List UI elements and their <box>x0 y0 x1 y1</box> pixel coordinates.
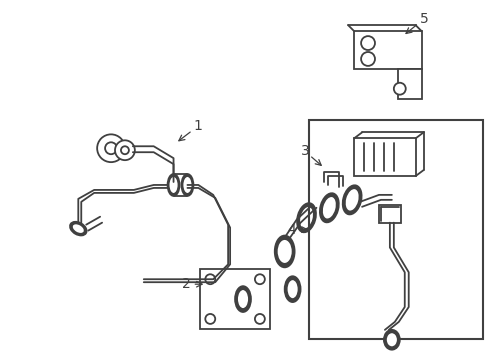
Ellipse shape <box>299 206 313 229</box>
Ellipse shape <box>276 239 292 264</box>
Circle shape <box>360 52 374 66</box>
Ellipse shape <box>297 203 315 232</box>
Circle shape <box>205 274 215 284</box>
Circle shape <box>254 274 264 284</box>
Circle shape <box>97 134 124 162</box>
Ellipse shape <box>181 174 193 196</box>
Ellipse shape <box>182 176 192 194</box>
Bar <box>353 31 421 69</box>
Ellipse shape <box>383 330 399 350</box>
Circle shape <box>393 83 405 95</box>
Ellipse shape <box>319 193 338 222</box>
Text: 3: 3 <box>301 144 309 158</box>
Bar <box>378 205 400 223</box>
Ellipse shape <box>321 196 336 220</box>
Bar <box>353 138 415 176</box>
Circle shape <box>360 36 374 50</box>
Ellipse shape <box>235 286 250 312</box>
Circle shape <box>254 314 264 324</box>
Ellipse shape <box>72 224 84 234</box>
Bar <box>309 121 482 339</box>
Circle shape <box>115 140 135 160</box>
Circle shape <box>105 142 117 154</box>
Text: 4: 4 <box>286 222 295 237</box>
Ellipse shape <box>70 222 86 235</box>
Bar <box>200 269 269 329</box>
Ellipse shape <box>274 235 294 267</box>
Ellipse shape <box>286 279 298 299</box>
Ellipse shape <box>167 174 179 196</box>
Text: 1: 1 <box>194 120 203 134</box>
Bar <box>397 69 421 99</box>
Ellipse shape <box>344 188 359 211</box>
Ellipse shape <box>284 276 300 302</box>
Ellipse shape <box>385 332 397 347</box>
Circle shape <box>205 314 215 324</box>
Circle shape <box>121 146 129 154</box>
Ellipse shape <box>168 176 178 194</box>
Ellipse shape <box>237 289 248 309</box>
Text: 2: 2 <box>182 277 190 291</box>
Text: 5: 5 <box>419 12 428 26</box>
Ellipse shape <box>342 185 361 215</box>
